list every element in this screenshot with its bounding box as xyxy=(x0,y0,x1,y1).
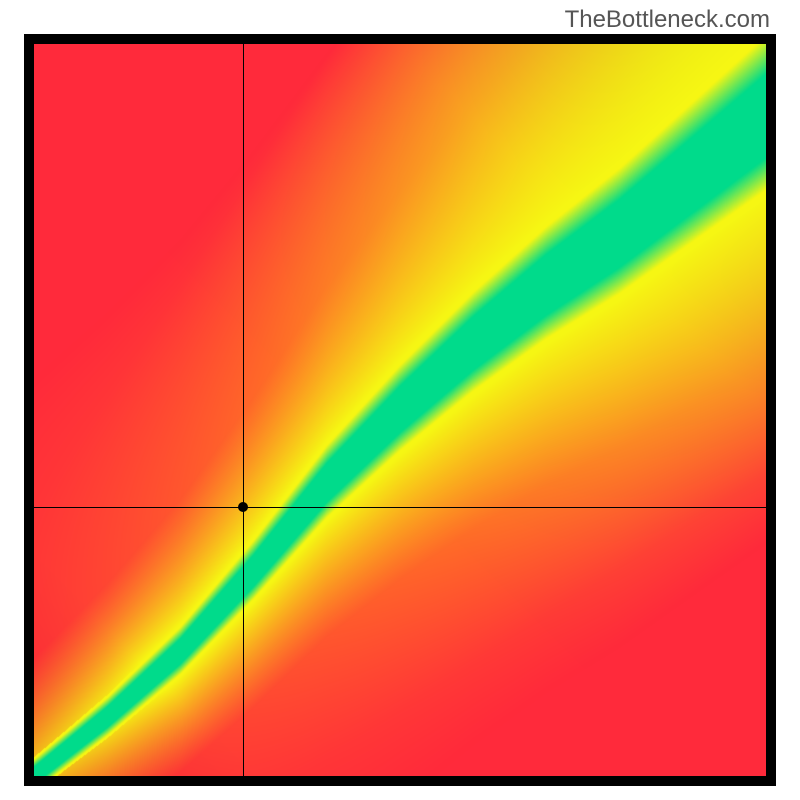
plot-area xyxy=(34,44,766,776)
chart-frame xyxy=(24,34,776,786)
heatmap-canvas xyxy=(34,44,766,776)
crosshair-horizontal xyxy=(34,507,766,508)
crosshair-marker xyxy=(238,502,248,512)
root-container: TheBottleneck.com xyxy=(0,0,800,800)
crosshair-vertical xyxy=(243,44,244,776)
watermark-text: TheBottleneck.com xyxy=(565,6,770,34)
